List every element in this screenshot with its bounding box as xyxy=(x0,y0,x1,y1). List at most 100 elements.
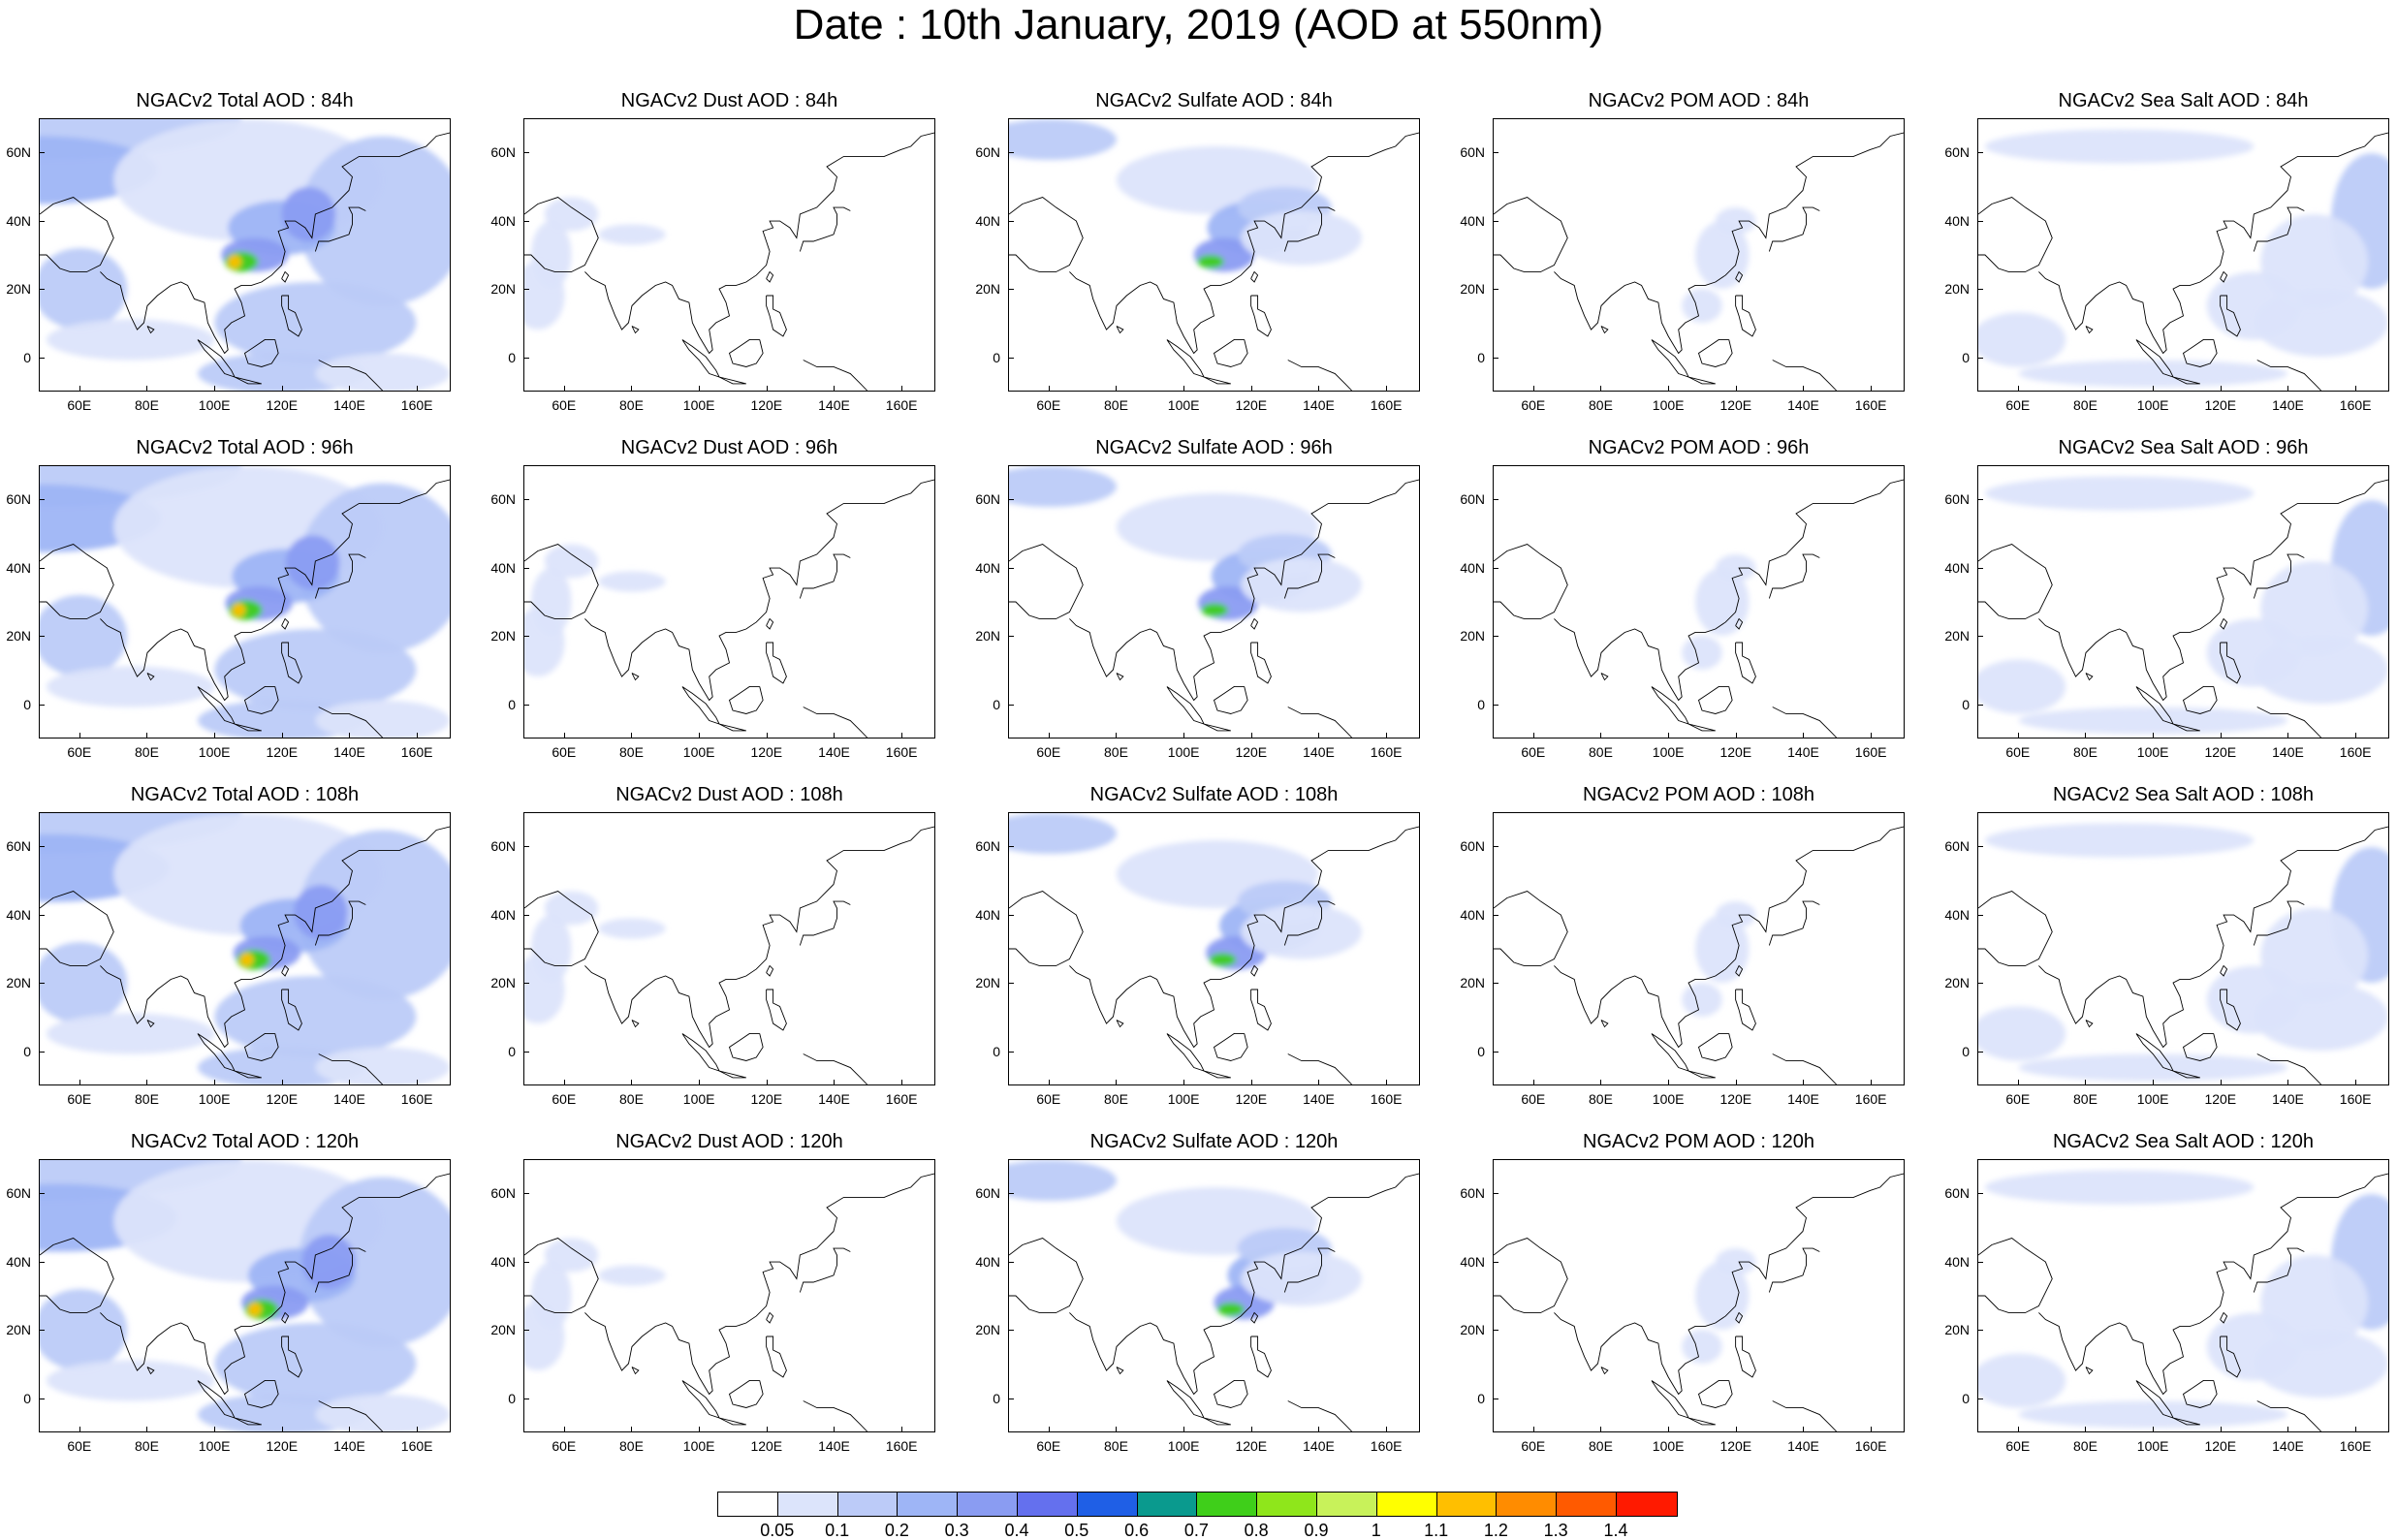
x-tick xyxy=(901,733,903,739)
coastline xyxy=(281,270,290,283)
y-tick xyxy=(523,152,529,154)
y-tick-label: 60N xyxy=(1460,838,1485,855)
y-tick-label: 40N xyxy=(6,212,31,229)
y-tick-label: 60N xyxy=(975,144,1000,161)
aod-region xyxy=(530,568,572,636)
coastline xyxy=(1213,686,1248,714)
map-plot-area xyxy=(1977,812,2389,1085)
y-tick xyxy=(523,983,529,985)
coastline xyxy=(1651,1033,1689,1072)
y-tick xyxy=(1977,1051,1983,1053)
x-tick-label: 80E xyxy=(135,1438,159,1454)
y-tick-label: 40N xyxy=(6,906,31,923)
y-tick-label: 0 xyxy=(508,1043,516,1059)
y-tick xyxy=(523,357,529,359)
x-tick-label: 160E xyxy=(1370,1091,1403,1107)
x-tick xyxy=(2355,733,2357,739)
x-tick xyxy=(901,1427,903,1432)
y-tick-label: 0 xyxy=(23,349,31,365)
x-tick-label: 100E xyxy=(1167,397,1200,413)
aod-region xyxy=(301,1235,356,1289)
coastline xyxy=(1213,1033,1248,1061)
coastline xyxy=(1772,360,1837,391)
coastline xyxy=(2256,1053,2321,1084)
colorbar-swatch xyxy=(1197,1493,1258,1516)
colorbar-label: 0.8 xyxy=(1244,1521,1269,1540)
aod-map xyxy=(1494,826,1904,1084)
x-tick xyxy=(2220,733,2222,739)
coastline xyxy=(234,1417,262,1426)
aod-field xyxy=(524,891,666,1023)
y-tick-label: 20N xyxy=(1460,975,1485,991)
x-tick xyxy=(2017,733,2019,739)
x-tick-label: 140E xyxy=(1787,1091,1819,1107)
x-tick xyxy=(563,1080,565,1085)
colorbar-swatch xyxy=(1257,1493,1317,1516)
coastlines xyxy=(40,826,450,1084)
x-tick-label: 140E xyxy=(818,397,850,413)
colorbar-swatch xyxy=(1017,1493,1078,1516)
y-tick xyxy=(1008,499,1014,501)
coastline xyxy=(2135,339,2174,378)
coastline xyxy=(1772,1053,1837,1084)
x-tick xyxy=(834,1427,836,1432)
x-tick-label: 120E xyxy=(266,397,299,413)
x-tick xyxy=(1532,1080,1534,1085)
colorbar-label: 1.1 xyxy=(1424,1521,1449,1540)
x-tick-label: 160E xyxy=(400,1091,433,1107)
y-tick-label: 0 xyxy=(23,696,31,712)
x-tick xyxy=(79,386,80,392)
map-panel: NGACv2 Dust AOD : 108h 60N 40N 20N 0 60E 80E 10… xyxy=(485,783,969,1127)
y-tick xyxy=(39,1261,45,1263)
coastline xyxy=(314,1247,366,1293)
y-tick xyxy=(39,1330,45,1332)
x-tick xyxy=(1386,1080,1388,1085)
y-tick-label: 20N xyxy=(975,281,1000,298)
y-tick-label: 40N xyxy=(6,1253,31,1270)
y-tick xyxy=(1977,1261,1983,1263)
aod-region xyxy=(530,1262,572,1330)
x-tick-label: 140E xyxy=(333,1091,365,1107)
coastline xyxy=(584,826,934,1049)
coastline xyxy=(2220,617,2228,630)
x-tick xyxy=(1532,733,1534,739)
aod-field xyxy=(40,466,450,738)
coastline xyxy=(2220,1336,2241,1378)
x-tick-label: 80E xyxy=(2073,744,2097,760)
coastline xyxy=(2038,132,2388,355)
x-tick-label: 160E xyxy=(1854,1091,1887,1107)
x-tick xyxy=(349,1427,351,1432)
panel-title: NGACv2 Dust AOD : 96h xyxy=(620,437,838,458)
x-tick xyxy=(2153,1080,2155,1085)
x-tick xyxy=(2220,1080,2222,1085)
x-tick-label: 140E xyxy=(1303,744,1335,760)
y-tick xyxy=(1008,636,1014,638)
x-tick xyxy=(2085,386,2087,392)
coastline xyxy=(1554,479,1904,702)
coastline xyxy=(1116,326,1124,334)
y-tick-label: 0 xyxy=(23,1043,31,1059)
coastline xyxy=(728,1380,764,1408)
x-tick xyxy=(281,1080,283,1085)
coastlines xyxy=(524,826,934,1084)
coastline xyxy=(1494,197,1568,272)
coastline xyxy=(631,673,640,681)
aod-region xyxy=(214,282,417,363)
y-tick xyxy=(1493,499,1498,501)
aod-map xyxy=(1009,813,1419,1084)
x-tick xyxy=(1803,1080,1805,1085)
x-tick-label: 100E xyxy=(682,1091,715,1107)
aod-region xyxy=(544,891,599,926)
coastline xyxy=(681,339,720,378)
aod-region xyxy=(1715,901,1756,928)
y-tick-label: 0 xyxy=(508,696,516,712)
coastline xyxy=(718,1070,746,1079)
x-tick-label: 60E xyxy=(1036,397,1061,413)
y-tick-label: 60N xyxy=(490,144,516,161)
x-tick xyxy=(2153,733,2155,739)
coastline xyxy=(2220,989,2241,1031)
aod-region xyxy=(46,1013,215,1054)
panel-title: NGACv2 Sea Salt AOD : 120h xyxy=(2052,1131,2315,1152)
coastline xyxy=(1203,1417,1231,1426)
coastline xyxy=(1768,1247,1820,1293)
